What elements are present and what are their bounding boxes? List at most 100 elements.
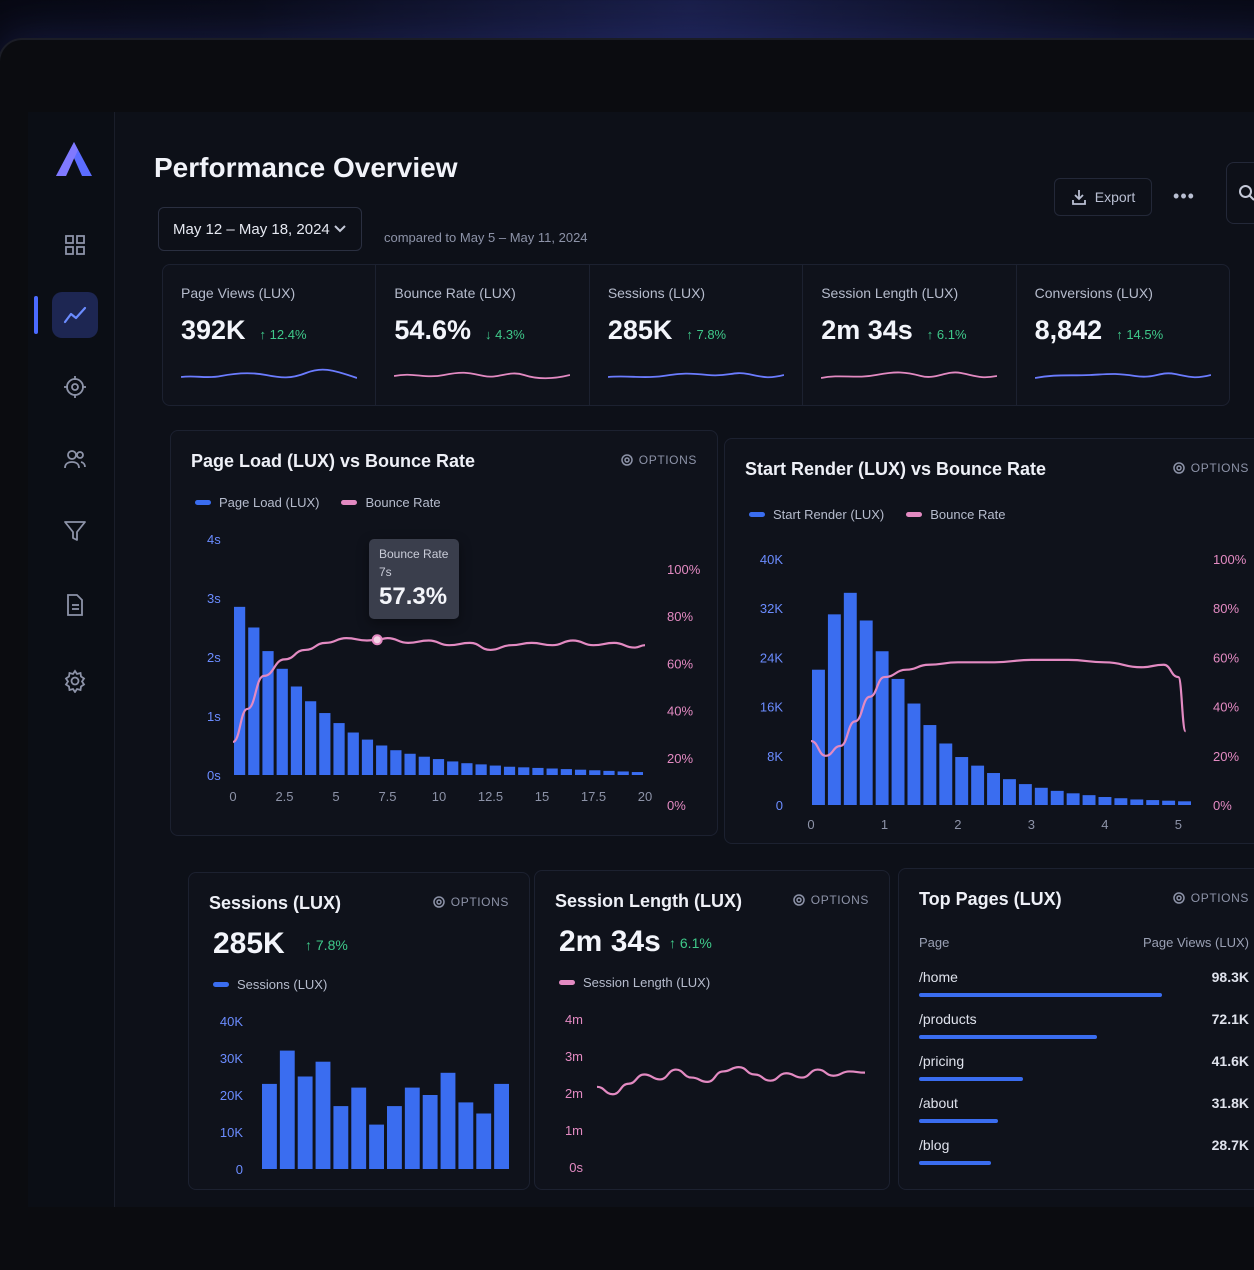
dashboard-screen: Performance Overview May 12 – May 18, 20… [28,112,1254,1207]
bar [1035,788,1048,805]
x-tick-label: 0 [807,817,814,832]
kpi-label: Sessions (LUX) [608,285,784,301]
bar [1099,797,1112,805]
kpi-delta: ↑ 6.1% [927,327,967,342]
trend-icon[interactable] [52,292,98,338]
y-tick-label: 0 [776,798,783,813]
target-icon[interactable] [52,364,98,410]
bar [547,769,558,775]
bar [419,757,430,775]
bar [387,1106,402,1169]
sparkline [821,363,997,389]
bar [447,761,458,775]
bar [532,768,543,775]
column-header-views: Page Views (LUX) [1143,935,1249,950]
settings-icon[interactable] [52,658,98,704]
bar [369,1125,384,1169]
options-button[interactable]: OPTIONS [1173,891,1249,905]
document-icon[interactable] [52,582,98,628]
bar [362,740,373,775]
date-range-picker[interactable]: May 12 – May 18, 2024 [158,207,362,251]
export-button[interactable]: Export [1054,178,1152,216]
date-range-label: May 12 – May 18, 2024 [173,221,330,238]
bar [390,750,401,775]
bar [876,651,889,805]
bar [1067,793,1080,805]
bar [828,614,841,805]
filter-icon[interactable] [52,508,98,554]
page-views-value: 72.1K [1212,1011,1249,1027]
kpi-label: Conversions (LUX) [1035,285,1211,301]
kpi-card[interactable]: Page Views (LUX) 392K↑ 12.4% [163,265,376,405]
y2-tick-label: 60% [667,656,693,671]
kpi-value: 8,842 [1035,315,1103,346]
start-render-chart-card: Start Render (LUX) vs Bounce Rate OPTION… [724,438,1254,844]
bar [494,1084,509,1169]
chart-tooltip: Bounce Rate 7s 57.3% [369,539,459,619]
bar [476,1114,491,1170]
bar [333,1106,348,1169]
bar [376,746,387,776]
kpi-label: Session Length (LUX) [821,285,997,301]
bar [1178,801,1191,805]
search-button[interactable] [1226,162,1254,224]
bar [461,763,472,775]
y2-tick-label: 40% [1213,700,1239,715]
bar [1051,791,1064,805]
y-tick-label: 0s [207,768,221,783]
x-tick-label: 5 [332,789,339,804]
bar [603,771,614,775]
y2-tick-label: 60% [1213,650,1239,665]
bar [305,701,316,775]
kpi-card[interactable]: Conversions (LUX) 8,842↑ 14.5% [1017,265,1229,405]
bar [348,733,359,775]
kpi-delta: ↓ 4.3% [485,327,525,342]
bar [291,687,302,776]
kpi-card[interactable]: Sessions (LUX) 285K↑ 7.8% [590,265,803,405]
bar [908,704,921,805]
x-tick-label: 10 [432,789,446,804]
bar [490,766,501,775]
y-tick-label: 1m [565,1123,583,1138]
column-header-page: Page [919,935,949,950]
kpi-card[interactable]: Bounce Rate (LUX) 54.6%↓ 4.3% [376,265,589,405]
page-load-chart-card: Page Load (LUX) vs Bounce Rate OPTIONS P… [170,430,718,836]
x-tick-label: 0 [229,789,236,804]
kpi-value: 2m 34s [821,315,913,346]
bar [1146,800,1159,805]
bar [458,1102,473,1169]
bar [333,723,344,775]
sparkline [181,363,357,389]
sessions-card: Sessions (LUX) OPTIONS 285K ↑ 7.8% Sessi… [188,872,530,1190]
bar [812,670,825,805]
bar [234,607,245,775]
grid-icon[interactable] [52,222,98,268]
bar [433,759,444,775]
compare-text: compared to May 5 – May 11, 2024 [384,230,588,245]
kpi-delta: ↑ 7.8% [686,327,726,342]
session-length-card: Session Length (LUX) OPTIONS 2m 34s ↑ 6.… [534,870,890,1190]
kpi-card[interactable]: Session Length (LUX) 2m 34s ↑ 6.1% [803,265,1016,405]
download-icon [1071,189,1087,205]
kpi-label: Page Views (LUX) [181,285,357,301]
users-icon[interactable] [52,436,98,482]
bar [405,1088,420,1169]
more-button[interactable]: ••• [1164,178,1204,214]
bar [892,679,905,805]
options-label: OPTIONS [1191,891,1249,905]
x-tick-label: 20 [638,789,652,804]
bar [351,1088,366,1169]
sparkline [394,363,570,389]
kpi-value: 54.6% [394,315,471,346]
main-content: Performance Overview May 12 – May 18, 20… [114,112,1254,1207]
y2-tick-label: 0% [1213,798,1232,813]
